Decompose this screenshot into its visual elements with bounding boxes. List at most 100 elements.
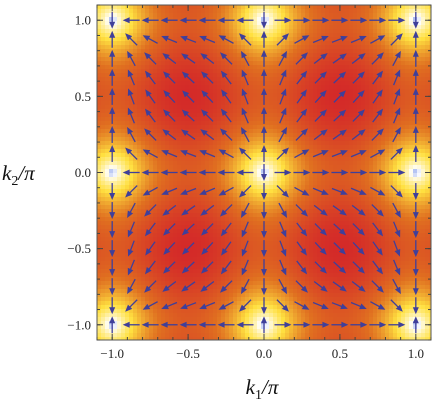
heatmap-cell	[361, 81, 366, 86]
heatmap-cell	[385, 17, 390, 22]
heatmap-cell	[149, 205, 154, 210]
heatmap-cell	[101, 229, 106, 234]
heatmap-cell	[217, 57, 222, 62]
heatmap-cell	[361, 165, 366, 170]
heatmap-cell	[105, 129, 110, 134]
heatmap-cell	[117, 149, 122, 154]
heatmap-cell	[205, 25, 210, 30]
heatmap-cell	[189, 161, 194, 166]
heatmap-cell	[125, 97, 130, 102]
heatmap-cell	[373, 157, 378, 162]
heatmap-cell	[161, 209, 166, 214]
heatmap-cell	[389, 141, 394, 146]
heatmap-cell	[105, 109, 110, 114]
heatmap-cell	[125, 221, 130, 226]
heatmap-cell	[297, 37, 302, 42]
heatmap-cell	[121, 237, 126, 242]
heatmap-cell	[365, 29, 370, 34]
heatmap-cell	[289, 149, 294, 154]
heatmap-cell	[317, 117, 322, 122]
heatmap-cell	[253, 177, 258, 182]
heatmap-cell	[281, 117, 286, 122]
heatmap-cell	[333, 81, 338, 86]
heatmap-cell	[417, 161, 422, 166]
heatmap-cell	[277, 213, 282, 218]
heatmap-cell	[113, 229, 118, 234]
heatmap-cell	[341, 101, 346, 106]
heatmap-cell	[157, 177, 162, 182]
heatmap-cell	[349, 73, 354, 78]
heatmap-cell	[421, 121, 426, 126]
heatmap-cell	[389, 17, 394, 22]
heatmap-cell	[209, 125, 214, 130]
heatmap-cell	[409, 57, 414, 62]
heatmap-cell	[213, 109, 218, 114]
heatmap-cell	[225, 53, 230, 58]
heatmap-cell	[161, 165, 166, 170]
heatmap-cell	[205, 101, 210, 106]
heatmap-cell	[269, 17, 274, 22]
heatmap-cell	[265, 205, 270, 210]
heatmap-cell	[421, 89, 426, 94]
heatmap-cell	[217, 89, 222, 94]
heatmap-cell	[157, 113, 162, 118]
heatmap-cell	[245, 65, 250, 70]
heatmap-cell	[225, 65, 230, 70]
heatmap-cell	[369, 45, 374, 50]
heatmap-cell	[197, 129, 202, 134]
heatmap-cell	[133, 29, 138, 34]
heatmap-cell	[345, 181, 350, 186]
heatmap-cell	[249, 189, 254, 194]
heatmap-cell	[341, 33, 346, 38]
heatmap-cell	[341, 49, 346, 54]
heatmap-cell	[265, 221, 270, 226]
heatmap-cell	[237, 77, 242, 82]
heatmap-cell	[333, 221, 338, 226]
heatmap-cell	[393, 89, 398, 94]
heatmap-cell	[373, 33, 378, 38]
heatmap-cell	[229, 93, 234, 98]
heatmap-cell	[357, 137, 362, 142]
heatmap-cell	[337, 225, 342, 230]
heatmap-cell	[193, 157, 198, 162]
heatmap-cell	[137, 217, 142, 222]
heatmap-cell	[429, 157, 431, 162]
heatmap-cell	[117, 113, 122, 118]
heatmap-cell	[409, 101, 414, 106]
heatmap-cell	[217, 33, 222, 38]
heatmap-cell	[261, 165, 266, 170]
heatmap-cell	[425, 201, 430, 206]
heatmap-cell	[393, 193, 398, 198]
heatmap-cell	[425, 41, 430, 46]
heatmap-cell	[137, 149, 142, 154]
heatmap-cell	[325, 81, 330, 86]
heatmap-cell	[113, 205, 118, 210]
heatmap-cell	[181, 9, 186, 14]
heatmap-cell	[345, 85, 350, 90]
heatmap-cell	[101, 45, 106, 50]
heatmap-cell	[337, 93, 342, 98]
heatmap-cell	[377, 9, 382, 14]
heatmap-cell	[169, 177, 174, 182]
heatmap-cell	[209, 161, 214, 166]
heatmap-cell	[241, 153, 246, 158]
heatmap-cell	[401, 9, 406, 14]
heatmap-cell	[265, 45, 270, 50]
heatmap-cell	[281, 49, 286, 54]
heatmap-cell	[357, 33, 362, 38]
heatmap-cell	[405, 69, 410, 74]
heatmap-cell	[369, 157, 374, 162]
heatmap-cell	[97, 45, 102, 50]
heatmap-cell	[289, 221, 294, 226]
heatmap-cell	[185, 41, 190, 46]
heatmap-cell	[409, 225, 414, 230]
heatmap-cell	[209, 137, 214, 142]
heatmap-cell	[133, 193, 138, 198]
heatmap-cell	[197, 37, 202, 42]
heatmap-cell	[305, 77, 310, 82]
heatmap-cell	[357, 89, 362, 94]
heatmap-cell	[325, 45, 330, 50]
heatmap-cell	[373, 201, 378, 206]
heatmap-cell	[361, 145, 366, 150]
heatmap-cell	[193, 5, 198, 10]
